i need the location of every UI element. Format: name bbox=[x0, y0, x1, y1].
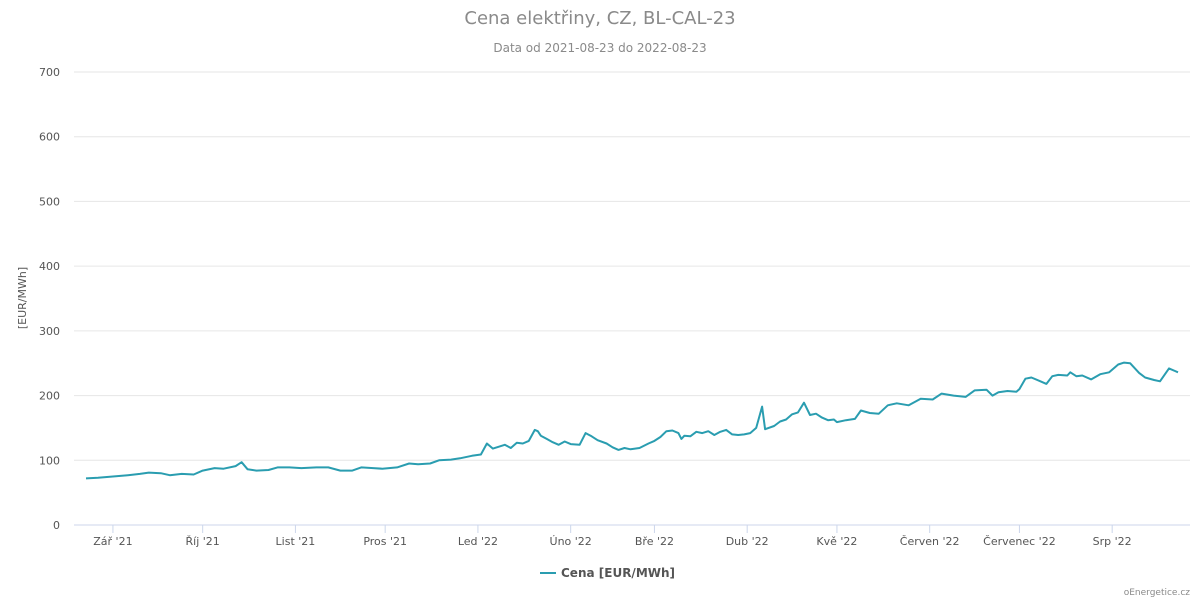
series-line-price bbox=[85, 361, 1179, 480]
y-tick-label: 400 bbox=[39, 260, 60, 273]
credit-link[interactable]: oEnergetice.cz bbox=[1124, 588, 1191, 598]
x-tick-label: Bře '22 bbox=[635, 535, 674, 548]
y-tick-label: 100 bbox=[39, 454, 60, 467]
y-tick-label: 500 bbox=[39, 195, 60, 208]
chart-title: Cena elektřiny, CZ, BL-CAL-23 bbox=[464, 8, 735, 29]
x-tick-label: Dub '22 bbox=[726, 535, 769, 548]
y-axis-ticks: 0 100 200 300 400 500 600 700 bbox=[39, 66, 60, 532]
gridlines bbox=[74, 71, 1190, 526]
legend-item-price[interactable]: Cena [EUR/MWh] bbox=[540, 566, 675, 580]
legend-label: Cena [EUR/MWh] bbox=[561, 566, 675, 580]
y-tick-label: 200 bbox=[39, 390, 60, 403]
x-tick-label: Říj '21 bbox=[186, 535, 220, 548]
x-tick-label: Pros '21 bbox=[363, 535, 407, 548]
x-tick-label: Srp '22 bbox=[1093, 535, 1132, 548]
x-tick-label: Zář '21 bbox=[93, 535, 132, 548]
y-tick-label: 600 bbox=[39, 131, 60, 144]
y-axis-label: [EUR/MWh] bbox=[16, 267, 29, 329]
x-tick-label: List '21 bbox=[276, 535, 316, 548]
chart-subtitle: Data od 2021-08-23 do 2022-08-23 bbox=[493, 41, 706, 55]
y-tick-label: 0 bbox=[53, 519, 60, 532]
x-axis-ticks: Zář '21 Říj '21 List '21 Pros '21 Led '22 Úno… bbox=[93, 525, 1132, 548]
x-tick-label: Kvě '22 bbox=[816, 535, 857, 548]
x-tick-label: Červen '22 bbox=[900, 535, 960, 548]
x-tick-label: Červenec '22 bbox=[983, 535, 1056, 548]
x-tick-label: Led '22 bbox=[458, 535, 498, 548]
y-tick-label: 300 bbox=[39, 325, 60, 338]
x-tick-label: Úno '22 bbox=[550, 535, 592, 548]
y-tick-label: 700 bbox=[39, 66, 60, 79]
